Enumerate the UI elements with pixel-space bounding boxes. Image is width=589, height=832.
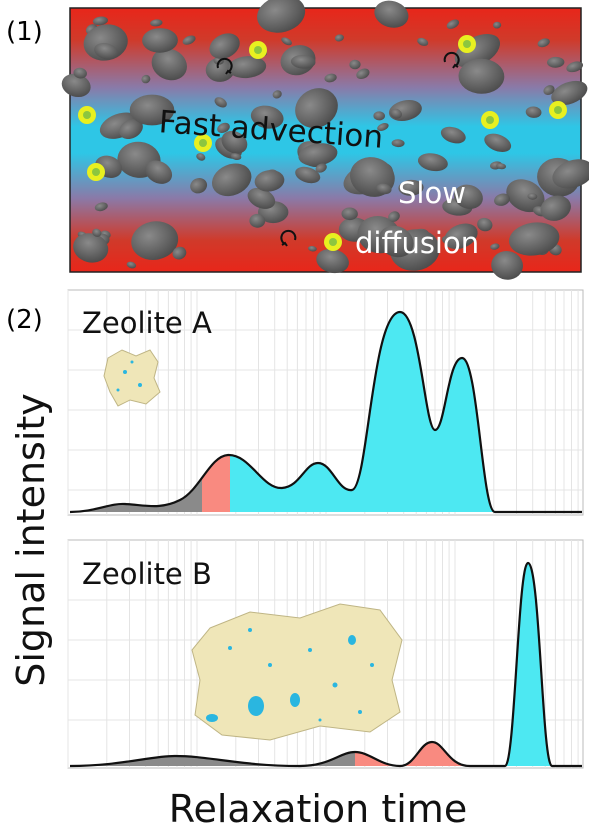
panel-label: (2) <box>6 305 43 335</box>
plot-label: Zeolite A <box>82 306 212 340</box>
plot-label: Zeolite B <box>82 557 212 591</box>
x-axis-label: Relaxation time <box>169 787 467 831</box>
figure: (1) Fast advection Slow diffusion (2) Ze… <box>0 0 589 832</box>
zeolite-particle <box>192 604 402 740</box>
panel-label: (1) <box>6 17 43 47</box>
diffusion-label: Slow <box>398 176 466 210</box>
y-axis-label: Signal intensity <box>9 393 53 687</box>
diffusion-label: diffusion <box>355 226 479 260</box>
